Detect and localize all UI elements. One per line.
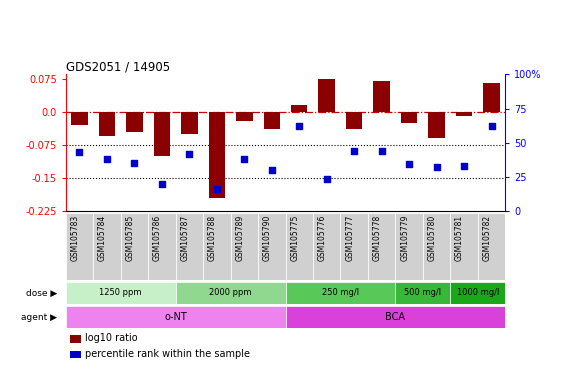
Text: GSM105788: GSM105788 — [208, 215, 217, 261]
Point — [185, 151, 194, 157]
Bar — [263, 112, 280, 129]
Bar — [126, 112, 143, 132]
Point — [267, 167, 276, 173]
Text: 1250 ppm: 1250 ppm — [99, 288, 142, 298]
Point — [377, 148, 386, 154]
Bar — [373, 81, 390, 112]
Point — [102, 156, 111, 162]
Point — [487, 123, 496, 129]
Bar — [395, 213, 423, 280]
Bar — [401, 112, 417, 123]
Bar — [368, 213, 395, 280]
Text: 2000 ppm: 2000 ppm — [210, 288, 252, 298]
Bar — [154, 112, 170, 156]
Text: GSM105786: GSM105786 — [153, 215, 162, 261]
Text: GSM105787: GSM105787 — [180, 215, 190, 261]
Text: o-NT: o-NT — [164, 312, 187, 322]
Bar — [291, 105, 307, 112]
Text: GSM105790: GSM105790 — [263, 215, 272, 261]
Bar — [286, 282, 395, 304]
Bar — [258, 213, 286, 280]
Text: GSM105776: GSM105776 — [317, 215, 327, 261]
Text: GDS2051 / 14905: GDS2051 / 14905 — [66, 60, 170, 73]
Bar — [451, 213, 478, 280]
Text: GSM105777: GSM105777 — [345, 215, 354, 261]
Bar — [286, 306, 505, 328]
Point — [157, 180, 166, 187]
Bar — [148, 213, 176, 280]
Text: 250 mg/l: 250 mg/l — [322, 288, 359, 298]
Bar — [93, 213, 120, 280]
Text: GSM105778: GSM105778 — [373, 215, 381, 261]
Text: GSM105789: GSM105789 — [235, 215, 244, 261]
Text: 1000 mg/l: 1000 mg/l — [457, 288, 499, 298]
Bar — [70, 351, 81, 358]
Point — [322, 176, 331, 182]
Bar — [176, 213, 203, 280]
Bar — [70, 335, 81, 343]
Text: log10 ratio: log10 ratio — [86, 333, 138, 343]
Point — [75, 149, 84, 155]
Text: GSM105785: GSM105785 — [126, 215, 134, 261]
Bar — [456, 112, 472, 116]
Bar — [286, 213, 313, 280]
Text: GSM105784: GSM105784 — [98, 215, 107, 261]
Point — [295, 123, 304, 129]
Text: 500 mg/l: 500 mg/l — [404, 288, 441, 298]
Bar — [319, 79, 335, 112]
Bar — [478, 213, 505, 280]
Bar — [231, 213, 258, 280]
Bar — [176, 282, 286, 304]
Text: GSM105782: GSM105782 — [482, 215, 492, 261]
Bar — [346, 112, 363, 129]
Text: BCA: BCA — [385, 312, 405, 322]
Text: dose ▶: dose ▶ — [26, 288, 57, 298]
Text: GSM105783: GSM105783 — [70, 215, 79, 261]
Text: GSM105775: GSM105775 — [290, 215, 299, 261]
Bar — [203, 213, 231, 280]
Bar — [395, 282, 451, 304]
Point — [349, 148, 359, 154]
Bar — [236, 112, 252, 121]
Bar — [66, 213, 93, 280]
Point — [130, 160, 139, 166]
Bar — [451, 282, 505, 304]
Bar — [71, 112, 88, 125]
Bar — [66, 282, 176, 304]
Point — [460, 163, 469, 169]
Point — [212, 186, 222, 192]
Bar — [483, 83, 500, 112]
Bar — [208, 112, 225, 198]
Text: GSM105779: GSM105779 — [400, 215, 409, 261]
Bar — [428, 112, 445, 138]
Bar — [181, 112, 198, 134]
Bar — [66, 306, 286, 328]
Point — [240, 156, 249, 162]
Bar — [120, 213, 148, 280]
Bar — [313, 213, 340, 280]
Point — [432, 164, 441, 170]
Bar — [423, 213, 451, 280]
Point — [405, 161, 414, 167]
Text: agent ▶: agent ▶ — [21, 313, 57, 322]
Text: GSM105781: GSM105781 — [455, 215, 464, 261]
Text: GSM105780: GSM105780 — [428, 215, 437, 261]
Text: percentile rank within the sample: percentile rank within the sample — [86, 349, 251, 359]
Bar — [340, 213, 368, 280]
Bar — [99, 112, 115, 136]
